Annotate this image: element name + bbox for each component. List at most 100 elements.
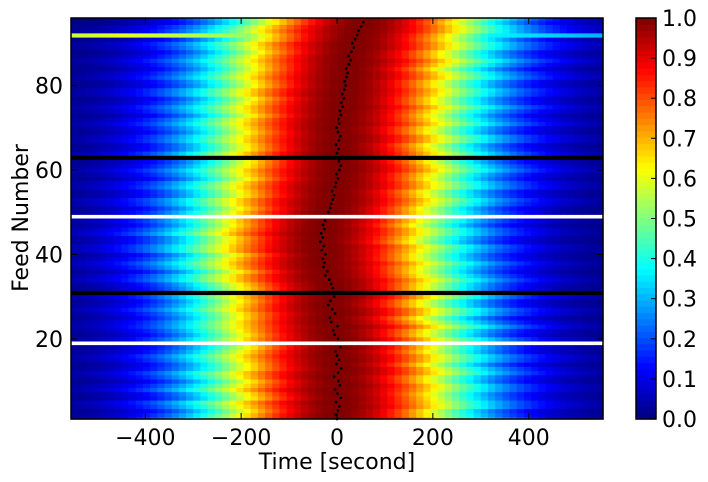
heatmap-cell <box>466 150 475 156</box>
heatmap-cell <box>279 319 288 325</box>
heatmap-cell <box>538 260 547 266</box>
heatmap-cell <box>78 307 86 312</box>
heatmap-cell <box>509 391 518 397</box>
heatmap-cell <box>337 172 345 177</box>
heatmap-cell <box>401 387 410 393</box>
heatmap-cell <box>293 172 302 177</box>
heatmap-cell <box>322 210 331 215</box>
heatmap-cell <box>595 349 604 355</box>
heatmap-cell <box>186 332 194 338</box>
heatmap-cell <box>171 256 180 262</box>
heatmap-cell <box>99 307 108 312</box>
heatmap-cell <box>588 252 597 258</box>
heatmap-cell <box>502 328 511 334</box>
heatmap-cell <box>178 176 187 182</box>
heatmap-cell <box>552 252 561 258</box>
heatmap-cell <box>459 226 468 232</box>
heatmap-cell <box>265 302 273 308</box>
heatmap-cell <box>423 404 432 410</box>
heatmap-cell <box>243 142 252 148</box>
heatmap-cell <box>214 345 223 350</box>
heatmap-cell <box>78 383 86 388</box>
heatmap-cell <box>301 231 309 236</box>
heatmap-cell <box>408 264 417 270</box>
heatmap-cell <box>344 159 352 165</box>
heatmap-cell <box>221 252 230 258</box>
heatmap-cell <box>545 172 554 177</box>
heatmap-cell <box>265 264 273 270</box>
heatmap-cell <box>214 374 223 380</box>
heatmap-cell <box>121 378 130 384</box>
heatmap-cell <box>128 416 137 420</box>
heatmap-cell <box>279 378 288 384</box>
heatmap-cell <box>85 328 94 334</box>
heatmap-cell <box>221 383 230 388</box>
heatmap-cell <box>293 256 302 262</box>
heatmap-cell <box>85 277 94 283</box>
heatmap-cell <box>322 298 331 304</box>
heatmap-cell <box>337 332 345 338</box>
heatmap-cell <box>236 387 245 393</box>
heatmap-cell <box>221 125 230 131</box>
heatmap-cell <box>487 281 496 287</box>
heatmap-cell <box>437 294 446 300</box>
heatmap-cell <box>480 281 489 287</box>
heatmap-cell <box>365 408 374 414</box>
heatmap-cell <box>430 142 439 148</box>
heatmap-cell <box>315 142 324 148</box>
heatmap-cell <box>380 188 388 194</box>
heatmap-cell <box>545 201 554 207</box>
heatmap-cell <box>344 307 352 312</box>
heatmap-cell <box>423 142 432 148</box>
heatmap-cell <box>495 362 503 367</box>
heatmap-cell <box>99 260 108 266</box>
heatmap-cell <box>552 176 561 182</box>
heatmap-cell <box>200 383 209 388</box>
heatmap-cell <box>92 125 101 131</box>
heatmap-cell <box>71 125 79 131</box>
heatmap-cell <box>142 412 151 418</box>
heatmap-cell <box>99 218 108 224</box>
heatmap-cell <box>229 163 237 169</box>
heatmap-cell <box>473 345 482 350</box>
heatmap-cell <box>502 172 511 177</box>
heatmap-cell <box>272 319 281 325</box>
heatmap-cell <box>142 176 151 182</box>
heatmap-cell <box>595 391 604 397</box>
heatmap-cell <box>595 201 604 207</box>
heatmap-cell <box>85 383 94 388</box>
heatmap-cell <box>344 408 352 414</box>
heatmap-cell <box>444 370 453 376</box>
heatmap-cell <box>531 281 539 287</box>
heatmap-cell <box>329 256 338 262</box>
heatmap-cell <box>207 129 216 135</box>
heatmap-cell <box>452 298 460 304</box>
heatmap-cell <box>408 345 417 350</box>
heatmap-cell <box>200 260 209 266</box>
heatmap-cell <box>164 239 173 245</box>
heatmap-cell <box>78 159 86 165</box>
heatmap-cell <box>286 193 295 198</box>
heatmap-cell <box>171 264 180 270</box>
heatmap-cell <box>114 172 122 177</box>
heatmap-cell <box>164 184 173 190</box>
heatmap-cell <box>430 205 439 211</box>
heatmap-cell <box>574 142 583 148</box>
heatmap-cell <box>459 353 468 359</box>
heatmap-cell <box>365 357 374 363</box>
heatmap-cell <box>150 353 158 359</box>
heatmap-cell <box>221 243 230 249</box>
heatmap-cell <box>337 298 345 304</box>
heatmap-cell <box>99 201 108 207</box>
heatmap-cell <box>567 256 575 262</box>
heatmap-cell <box>85 264 94 270</box>
heatmap-cell <box>545 176 554 182</box>
heatmap-cell <box>315 277 324 283</box>
heatmap-cell <box>516 248 525 253</box>
heatmap-cell <box>452 167 460 173</box>
heatmap-cell <box>257 374 266 380</box>
heatmap-cell <box>574 146 583 152</box>
heatmap-cell <box>351 298 360 304</box>
heatmap-cell <box>315 378 324 384</box>
heatmap-cell <box>322 319 331 325</box>
